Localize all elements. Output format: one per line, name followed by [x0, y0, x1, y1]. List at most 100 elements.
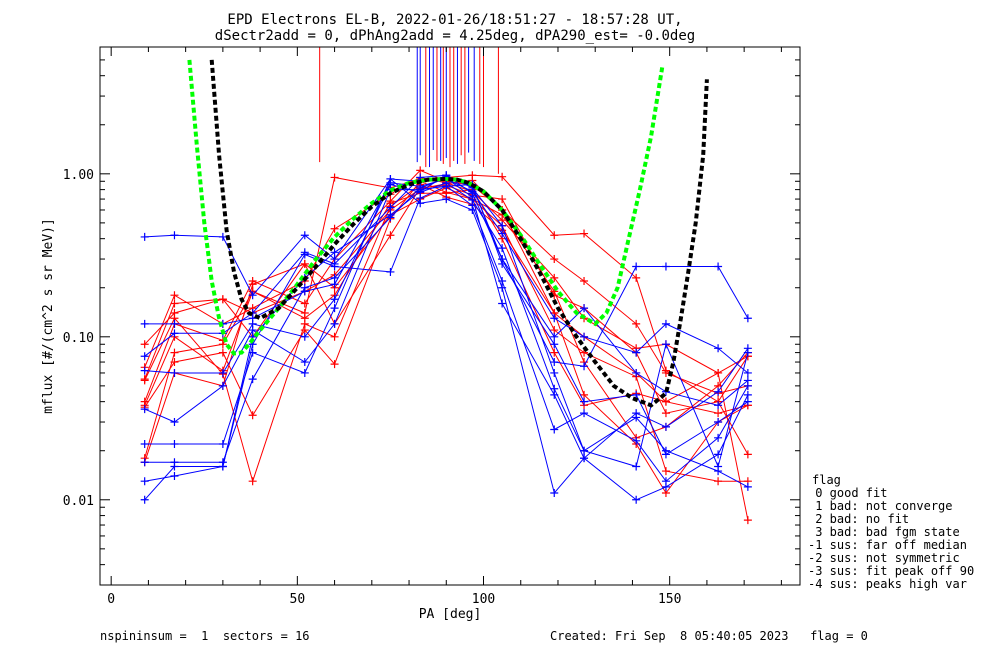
series-point — [498, 195, 507, 204]
series-point — [580, 397, 589, 406]
series-point — [330, 224, 339, 233]
series-point — [330, 248, 339, 257]
series-point — [218, 340, 227, 349]
series-point — [140, 352, 149, 361]
series-point — [550, 348, 559, 357]
series-point — [442, 182, 451, 191]
series-point — [170, 368, 179, 377]
series-point — [714, 477, 723, 486]
series-point — [550, 332, 559, 341]
series-point — [330, 262, 339, 271]
series-point — [580, 229, 589, 238]
plot-area — [140, 47, 752, 525]
series-point — [743, 348, 752, 357]
flag-legend-item: 0 good fit — [808, 486, 887, 500]
series-point — [300, 250, 309, 259]
series-point — [248, 375, 257, 384]
series-line — [144, 178, 749, 501]
series-point — [714, 344, 723, 353]
series-point — [386, 174, 395, 183]
series-point — [661, 450, 670, 459]
series-point — [140, 376, 149, 385]
flag-legend-item: -4 sus: peaks high var — [808, 577, 967, 591]
series-point — [300, 259, 309, 268]
series-point — [743, 314, 752, 323]
series-point — [550, 390, 559, 399]
series-point — [170, 299, 179, 308]
series-point — [743, 482, 752, 491]
series-point — [661, 319, 670, 328]
series-point — [218, 381, 227, 390]
series-point — [218, 439, 227, 448]
series-point — [743, 368, 752, 377]
series-point — [300, 368, 309, 377]
series-point — [442, 195, 451, 204]
series-point — [170, 471, 179, 480]
series-point — [330, 295, 339, 304]
series-point — [550, 425, 559, 434]
series-point — [714, 450, 723, 459]
flag-legend-item: -2 sus: not symmetric — [808, 551, 960, 565]
series-point — [743, 390, 752, 399]
plot-content — [140, 47, 752, 525]
series-point — [714, 418, 723, 427]
series-point — [386, 231, 395, 240]
series-point — [550, 326, 559, 335]
series-point — [714, 433, 723, 442]
series-point — [550, 314, 559, 323]
series-point — [661, 397, 670, 406]
series-point — [248, 280, 257, 289]
series-point — [714, 262, 723, 271]
x-tick-label: 0 — [107, 592, 115, 607]
series-point — [218, 368, 227, 377]
series-point — [140, 366, 149, 375]
chart-title-line1: EPD Electrons EL-B, 2022-01-26/18:51:27 … — [227, 12, 682, 28]
series-point — [170, 358, 179, 367]
series-point — [248, 477, 257, 486]
series-point — [300, 358, 309, 367]
series-point — [468, 193, 477, 202]
series-point — [550, 273, 559, 282]
series-point — [714, 401, 723, 410]
series-point — [498, 299, 507, 308]
series-point — [140, 477, 149, 486]
series-point — [170, 462, 179, 471]
flag-legend-item: -1 sus: far off median — [808, 538, 967, 552]
series-point — [170, 329, 179, 338]
series-point — [632, 262, 641, 271]
series-point — [140, 405, 149, 414]
plot-frame — [99, 46, 801, 586]
black-fit-curve — [209, 59, 709, 408]
series-point — [550, 231, 559, 240]
series-point — [218, 295, 227, 304]
series-point — [170, 231, 179, 240]
series-point — [498, 244, 507, 253]
series-point — [743, 516, 752, 525]
series-point — [580, 390, 589, 399]
series-point — [498, 259, 507, 268]
series-point — [661, 262, 670, 271]
x-tick-label: 150 — [658, 592, 681, 607]
series-point — [498, 221, 507, 230]
series-point — [140, 495, 149, 504]
series-point — [416, 187, 425, 196]
series-point — [550, 489, 559, 498]
series-point — [416, 166, 425, 175]
series-point — [300, 283, 309, 292]
series-point — [632, 368, 641, 377]
flag-legend-item: 1 bad: not converge — [808, 499, 953, 513]
series-point — [386, 203, 395, 212]
series-point — [714, 387, 723, 396]
y-tick-label: 0.01 — [63, 494, 94, 509]
y-tick-label: 1.00 — [63, 168, 94, 183]
series-point — [580, 304, 589, 313]
series-point — [140, 458, 149, 467]
series-point — [580, 409, 589, 418]
series-point — [661, 368, 670, 377]
series-point — [632, 273, 641, 282]
series-line — [144, 174, 749, 406]
series-point — [248, 348, 257, 357]
series-point — [170, 348, 179, 357]
series-point — [140, 319, 149, 328]
